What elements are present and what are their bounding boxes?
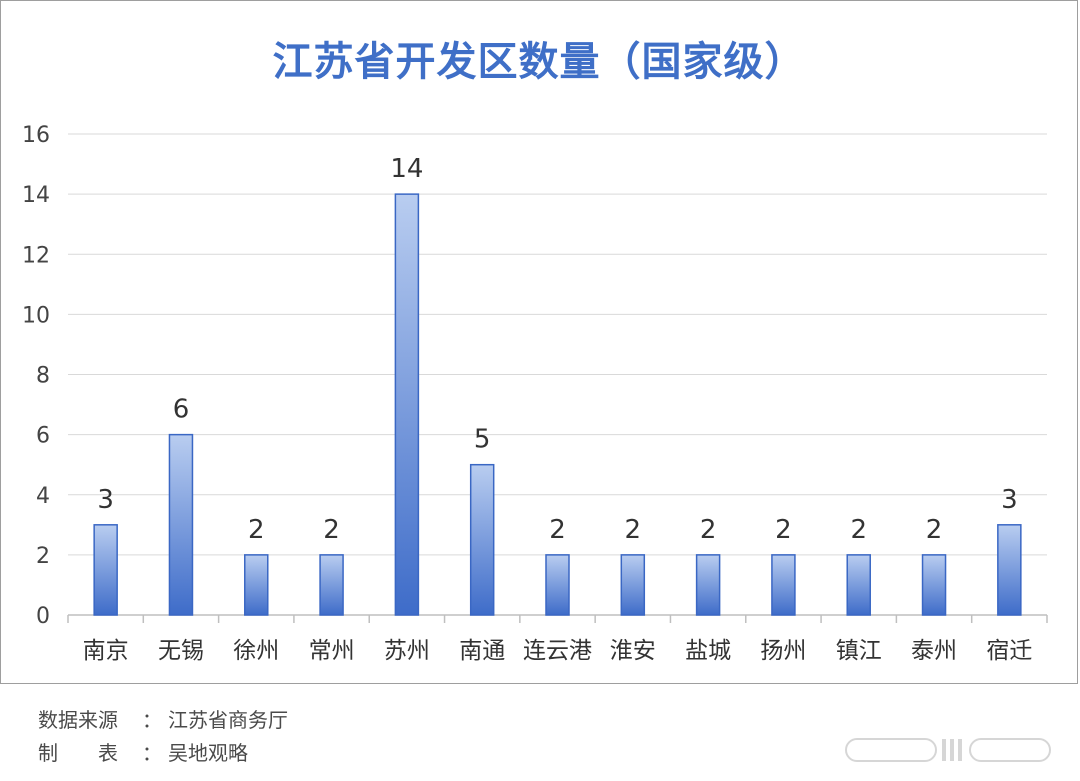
data-label-南京: 3 <box>97 485 114 515</box>
data-label-常州: 2 <box>323 515 340 545</box>
x-tick-label: 镇江 <box>836 638 882 664</box>
x-tick-label: 徐州 <box>233 638 279 664</box>
x-tick-label: 宿迁 <box>986 638 1032 664</box>
y-tick-label: 0 <box>36 604 50 629</box>
bar-淮安 <box>620 554 646 616</box>
bar-泰州 <box>921 554 947 616</box>
bar-扬州 <box>771 554 796 616</box>
bar-苏州 <box>394 193 420 616</box>
x-tick-label: 南京 <box>83 638 129 664</box>
x-tick-label: 南通 <box>459 638 505 664</box>
x-tick-label: 泰州 <box>911 638 957 664</box>
watermark-graphic <box>845 738 1051 762</box>
bar-宿迁 <box>997 524 1022 616</box>
x-axis-ticks: 南京 无锡 徐州 常州 苏州 南通 连云港 淮安 盐城 扬州 镇江 泰州 宿迁 <box>67 615 1048 664</box>
bar-chart: 362 21452 2 2 2 2 23 0246810121416 南京 无锡 徐州 常州 苏州南… <box>22 123 1048 664</box>
x-tick-label: 无锡 <box>158 638 204 664</box>
data-label-扬州: 2 <box>775 515 792 545</box>
source-value: 江苏省商务厅 <box>168 708 288 732</box>
x-tick-label: 盐城 <box>685 638 731 664</box>
y-tick-label: 4 <box>36 484 50 509</box>
gridlines <box>68 133 1047 616</box>
bar-常州 <box>319 554 344 616</box>
data-label-泰州: 2 <box>926 515 943 545</box>
chart-title: 江苏省开发区数量（国家级） <box>272 39 806 85</box>
y-tick-label: 12 <box>22 243 50 268</box>
data-label-无锡: 6 <box>173 395 190 425</box>
data-label-苏州: 14 <box>390 154 423 184</box>
bar-无锡 <box>168 433 194 616</box>
bar-徐州 <box>244 554 269 616</box>
source-line: 数据来源 ：江苏省商务厅 <box>38 704 288 733</box>
source-separator: ： <box>142 708 162 732</box>
x-tick-label: 常州 <box>309 638 355 664</box>
data-label-宿迁: 3 <box>1001 485 1018 515</box>
data-label-南通: 5 <box>474 425 491 455</box>
data-label-盐城: 2 <box>700 515 717 545</box>
source-label: 数据来源 <box>38 708 118 732</box>
data-labels: 3 6 2 2 14 5 2 2 2 2 2 2 3 <box>97 154 1017 545</box>
x-tick-label: 连云港 <box>523 638 592 664</box>
data-label-徐州: 2 <box>248 515 265 545</box>
bar-南通 <box>469 463 495 616</box>
y-tick-label: 10 <box>22 303 50 328</box>
x-tick-label: 淮安 <box>610 638 656 664</box>
watermark-logo <box>838 733 1060 767</box>
y-tick-label: 6 <box>36 424 50 449</box>
x-tick-label: 扬州 <box>760 638 806 664</box>
y-tick-label: 14 <box>22 183 50 208</box>
data-label-镇江: 2 <box>850 515 867 545</box>
y-tick-label: 8 <box>36 364 50 389</box>
y-tick-label: 2 <box>36 544 50 569</box>
x-tick-label: 苏州 <box>384 638 430 664</box>
bar-连云港 <box>545 554 570 616</box>
maker-line: 制 表 ：吴地观略 <box>38 737 248 766</box>
maker-label: 制 表 <box>38 741 118 765</box>
maker-value: 吴地观略 <box>168 741 248 765</box>
y-tick-label: 16 <box>22 123 50 148</box>
data-label-连云港: 2 <box>549 515 566 545</box>
data-label-淮安: 2 <box>625 515 642 545</box>
maker-separator: ： <box>142 741 162 765</box>
bar-南京 <box>93 524 118 616</box>
bar-盐城 <box>695 554 721 616</box>
bar-镇江 <box>846 554 871 616</box>
y-axis-ticks: 0 2 4 6 8 10 12 14 16 <box>22 123 50 629</box>
bars <box>93 193 1022 616</box>
